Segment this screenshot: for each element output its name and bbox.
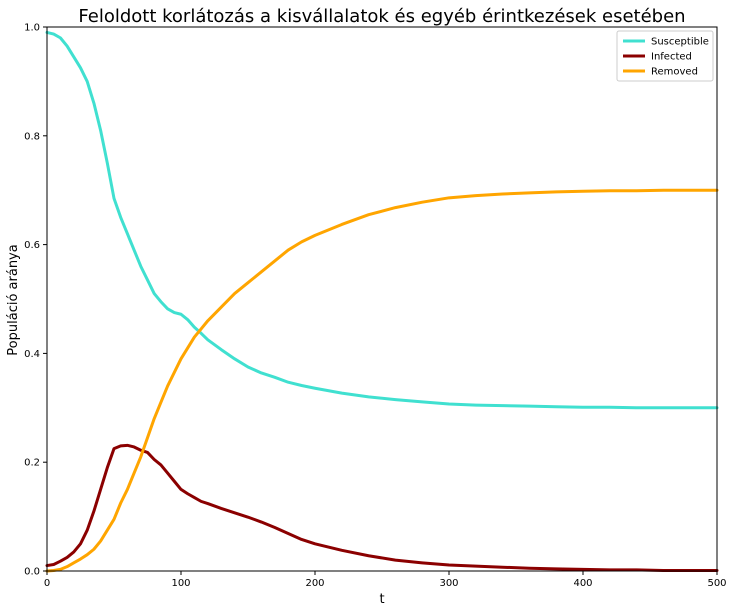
y-axis: 0.0 0.2 0.4 0.6 0.8 1.0 — [24, 23, 47, 578]
y-tick-label: 0.2 — [24, 458, 40, 469]
x-tick-label: 0 — [44, 578, 50, 589]
legend-label-infected: Infected — [651, 52, 692, 63]
x-tick-label: 300 — [439, 578, 458, 589]
chart-title: Feloldott korlátozás a kisvállalatok és … — [78, 6, 685, 27]
series-line-removed — [45, 188, 719, 573]
y-tick-label: 0.6 — [24, 240, 40, 251]
x-tick-label: 100 — [171, 578, 190, 589]
x-tick-label: 500 — [707, 578, 726, 589]
y-tick-label: 1.0 — [24, 23, 40, 34]
y-tick-label: 0.8 — [24, 131, 40, 142]
x-tick-label: 200 — [305, 578, 324, 589]
legend-label-susceptible: Susceptible — [651, 37, 709, 48]
legend-box — [616, 30, 714, 82]
y-tick-label: 0.4 — [24, 349, 40, 360]
x-axis: 0 100 200 300 400 500 — [44, 571, 727, 589]
y-axis-label: Populáció aránya — [6, 244, 21, 355]
plot-area — [45, 30, 719, 573]
x-axis-label: t — [379, 592, 384, 607]
y-tick-label: 0.0 — [24, 567, 40, 578]
series-line-susceptible — [45, 30, 719, 410]
legend: Susceptible Infected Removed — [616, 30, 714, 82]
series-line-infected — [45, 443, 719, 572]
x-tick-label: 400 — [573, 578, 592, 589]
plot-frame — [46, 26, 718, 572]
legend-label-removed: Removed — [651, 67, 698, 78]
